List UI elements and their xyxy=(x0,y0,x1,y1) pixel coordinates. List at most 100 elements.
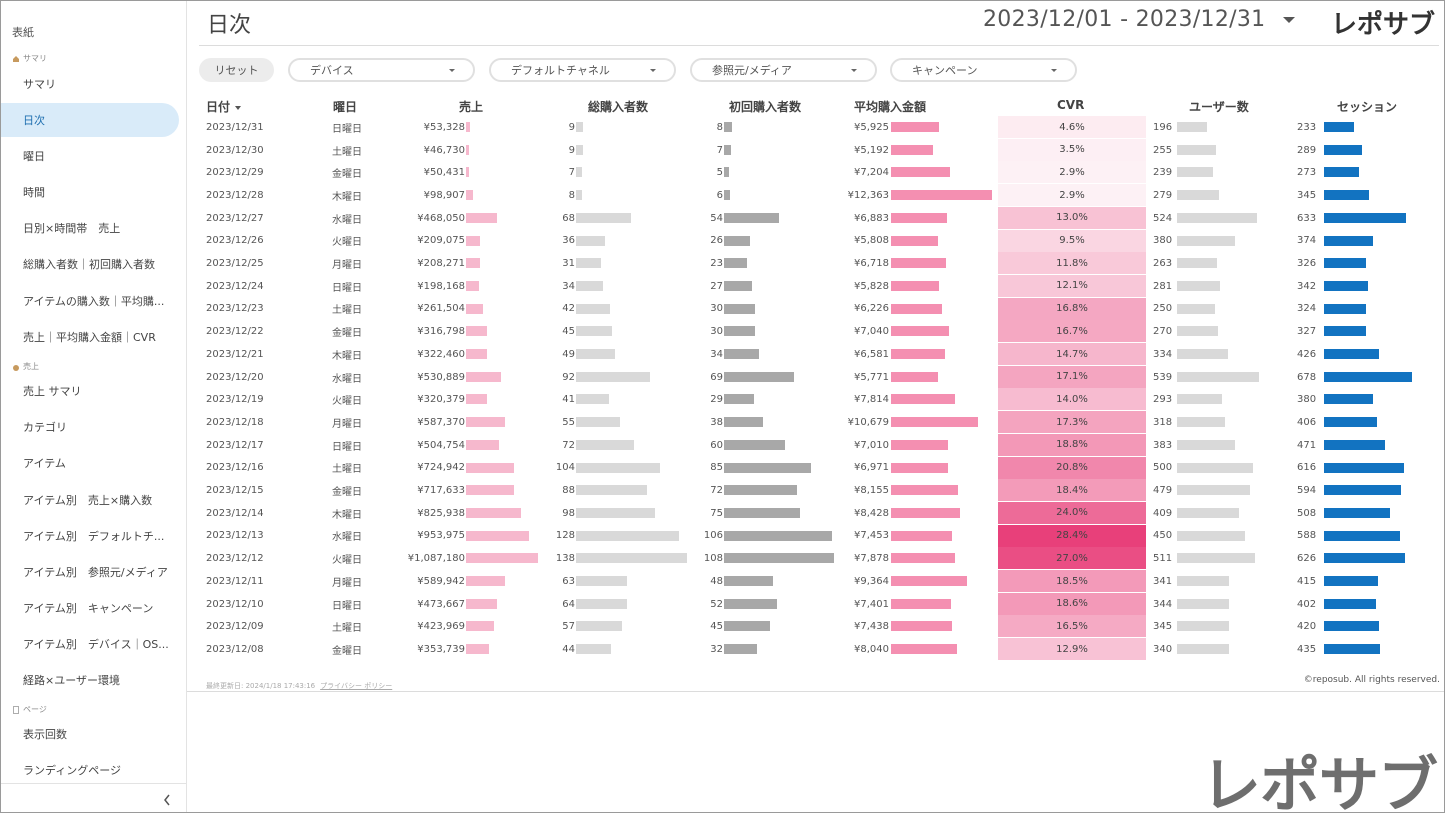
sidebar-item-item-campaign[interactable]: アイテム別 キャンペーン xyxy=(1,591,179,625)
table-row[interactable]: 2023/12/21 木曜日 ¥322,460 49 34 ¥6,581 14.7% 334 4… xyxy=(199,343,1444,366)
buyers-bar xyxy=(576,167,582,178)
table-row[interactable]: 2023/12/18 月曜日 ¥587,370 55 38 ¥10,679 17.3% 318… xyxy=(199,411,1444,434)
sidebar-item-day-hour-sales[interactable]: 日別×時間帯 売上 xyxy=(1,211,179,245)
source-filter[interactable]: 参照元/メディア xyxy=(690,58,877,82)
sort-desc-icon[interactable] xyxy=(235,105,242,110)
weekday-cell: 火曜日 xyxy=(332,237,362,249)
col-header-date[interactable]: 日付 xyxy=(206,98,242,115)
col-header-avg[interactable]: 平均購入金額 xyxy=(854,100,927,114)
chevron-down-icon[interactable] xyxy=(1283,17,1295,23)
table-row[interactable]: 2023/12/09 土曜日 ¥423,969 57 45 ¥7,438 16.5% 345 4… xyxy=(199,615,1444,638)
table-row[interactable]: 2023/12/30 土曜日 ¥46,730 9 7 ¥5,192 3.5% 255 289 xyxy=(199,138,1444,162)
sidebar-item-cover[interactable]: 表紙 xyxy=(12,26,34,39)
sessions-bar xyxy=(1324,576,1378,586)
table-row[interactable]: 2023/12/28 木曜日 ¥98,907 8 6 ¥12,363 2.9% 279 345 xyxy=(199,184,1444,207)
sidebar-item-item-purchases[interactable]: アイテムの購入数｜平均購... xyxy=(1,284,179,318)
sidebar-item-path-env[interactable]: 経路×ユーザー環境 xyxy=(1,663,179,697)
caret-down-icon xyxy=(1051,69,1057,72)
col-header-cvr[interactable]: CVR xyxy=(1057,98,1085,112)
sessions-bar xyxy=(1324,144,1362,155)
date-cell: 2023/12/12 xyxy=(206,553,264,565)
sidebar-item-weekday[interactable]: 曜日 xyxy=(1,139,179,173)
sessions-bar xyxy=(1324,235,1373,246)
avg-bar xyxy=(891,235,939,246)
channel-filter[interactable]: デフォルトチャネル xyxy=(489,58,676,82)
date-cell: 2023/12/25 xyxy=(206,258,264,270)
device-filter[interactable]: デバイス xyxy=(288,58,475,82)
sessions-cell: 426 xyxy=(1297,348,1317,360)
table-row[interactable]: 2023/12/25 月曜日 ¥208,271 31 23 ¥6,718 11.8% 263 3… xyxy=(199,252,1444,275)
sidebar-item-item-sales-purchases[interactable]: アイテム別 売上×購入数 xyxy=(1,483,179,517)
sessions-bar xyxy=(1324,371,1412,382)
users-cell: 334 xyxy=(1153,348,1173,360)
sidebar-item-summary[interactable]: サマリ xyxy=(1,67,179,101)
table-row[interactable]: 2023/12/27 水曜日 ¥468,050 68 54 ¥6,883 13.0% 524 6… xyxy=(199,206,1444,230)
sidebar-item-daily[interactable]: 日次 xyxy=(1,103,179,137)
table-row[interactable]: 2023/12/22 金曜日 ¥316,798 45 30 ¥7,040 16.7% 270 3… xyxy=(199,320,1444,343)
campaign-filter[interactable]: キャンペーン xyxy=(890,58,1077,82)
sidebar-item-sales-avg-cvr[interactable]: 売上｜平均購入金額｜CVR xyxy=(1,320,179,354)
table-row[interactable]: 2023/12/20 水曜日 ¥530,889 92 69 ¥5,771 17.1% 539 6… xyxy=(199,365,1444,389)
users-cell: 281 xyxy=(1153,280,1173,292)
buyers-cell: 104 xyxy=(555,462,575,474)
first-buyers-bar xyxy=(724,349,759,359)
table-row[interactable]: 2023/12/10 日曜日 ¥473,667 64 52 ¥7,401 18.6% 344 4… xyxy=(199,592,1444,616)
table-row[interactable]: 2023/12/12 火曜日 ¥1,087,180 138 108 ¥7,878 27.0%… xyxy=(199,547,1444,570)
table-row[interactable]: 2023/12/29 金曜日 ¥50,431 7 5 ¥7,204 2.9% 239 273 xyxy=(199,161,1444,184)
buyers-bar xyxy=(576,235,605,246)
sales-cell: ¥589,942 xyxy=(417,575,465,587)
avg-bar xyxy=(891,258,946,269)
sidebar-item-hour[interactable]: 時間 xyxy=(1,175,179,209)
table-row[interactable]: 2023/12/17 日曜日 ¥504,754 72 60 ¥7,010 18.8% 383 4… xyxy=(199,433,1444,457)
date-range-picker[interactable]: 2023/12/01 - 2023/12/31 xyxy=(983,7,1266,32)
col-header-users[interactable]: ユーザー数 xyxy=(1189,100,1249,114)
col-header-first-buyers[interactable]: 初回購入者数 xyxy=(729,100,802,114)
users-bar xyxy=(1177,417,1226,428)
buyers-cell: 98 xyxy=(562,507,575,519)
buyers-cell: 8 xyxy=(568,189,575,201)
col-header-sales[interactable]: 売上 xyxy=(459,100,484,114)
sidebar-item-item-channel[interactable]: アイテム別 デフォルトチ... xyxy=(1,519,179,553)
col-header-buyers[interactable]: 総購入者数 xyxy=(588,100,649,114)
col-header-sessions[interactable]: セッション xyxy=(1337,100,1398,114)
table-row[interactable]: 2023/12/16 土曜日 ¥724,942 104 85 ¥6,971 20.8% 500… xyxy=(199,456,1444,480)
weekday-cell: 金曜日 xyxy=(332,645,362,657)
first-buyers-cell: 23 xyxy=(710,258,723,270)
sidebar-item-item[interactable]: アイテム xyxy=(1,446,179,480)
weekday-cell: 金曜日 xyxy=(332,328,362,340)
table-row[interactable]: 2023/12/24 日曜日 ¥198,168 34 27 ¥5,828 12.1% 281 3… xyxy=(199,274,1444,298)
sidebar-item-category[interactable]: カテゴリ xyxy=(1,410,179,444)
chevron-left-icon[interactable] xyxy=(163,794,171,806)
table-row[interactable]: 2023/12/23 土曜日 ¥261,504 42 30 ¥6,226 16.8% 250 3… xyxy=(199,297,1444,321)
sidebar-item-buyers[interactable]: 総購入者数｜初回購入者数 xyxy=(1,247,179,281)
date-cell: 2023/12/27 xyxy=(206,212,264,224)
last-updated: 最終更新日: 2024/1/18 17:43:16 xyxy=(206,682,316,690)
col-header-weekday[interactable]: 曜日 xyxy=(333,100,358,114)
sidebar-item-sales-summary[interactable]: 売上 サマリ xyxy=(1,374,179,408)
first-buyers-cell: 45 xyxy=(710,621,723,633)
table-row[interactable]: 2023/12/08 金曜日 ¥353,739 44 32 ¥8,040 12.9% 340 4… xyxy=(199,638,1444,661)
sales-bar xyxy=(466,167,470,178)
table-row[interactable]: 2023/12/31 日曜日 ¥53,328 9 8 ¥5,925 4.6% 196 233 xyxy=(199,116,1444,139)
cvr-cell: 28.4% xyxy=(998,524,1146,547)
sales-bar xyxy=(466,439,500,450)
table-row[interactable]: 2023/12/19 火曜日 ¥320,379 41 29 ¥7,814 14.0% 293 3… xyxy=(199,388,1444,411)
sales-bar xyxy=(466,303,484,314)
caret-down-icon xyxy=(449,69,455,72)
sales-cell: ¥473,667 xyxy=(417,598,465,610)
first-buyers-bar xyxy=(724,280,752,291)
sidebar-item-item-source[interactable]: アイテム別 参照元/メディア xyxy=(1,555,179,589)
sidebar-item-landing[interactable]: ランディングページ xyxy=(1,753,179,787)
sidebar-item-item-device[interactable]: アイテム別 デバイス｜OS... xyxy=(1,627,179,661)
privacy-link[interactable]: プライバシー ポリシー xyxy=(320,682,393,690)
table-row[interactable]: 2023/12/26 火曜日 ¥209,075 36 26 ¥5,808 9.5% 380 37… xyxy=(199,229,1444,253)
coin-bag-icon xyxy=(13,364,19,371)
reset-button[interactable]: リセット xyxy=(199,58,274,82)
users-cell: 318 xyxy=(1153,416,1173,428)
sidebar-item-pageviews[interactable]: 表示回数 xyxy=(1,717,179,751)
buyers-bar xyxy=(576,122,584,132)
table-row[interactable]: 2023/12/15 金曜日 ¥717,633 88 72 ¥8,155 18.4% 479 5… xyxy=(199,479,1444,502)
table-row[interactable]: 2023/12/13 水曜日 ¥953,975 128 106 ¥7,453 28.4% 45… xyxy=(199,524,1444,548)
table-row[interactable]: 2023/12/14 木曜日 ¥825,938 98 75 ¥8,428 24.0% 409 5… xyxy=(199,501,1444,525)
table-row[interactable]: 2023/12/11 月曜日 ¥589,942 63 48 ¥9,364 18.5% 341 4… xyxy=(199,570,1444,593)
